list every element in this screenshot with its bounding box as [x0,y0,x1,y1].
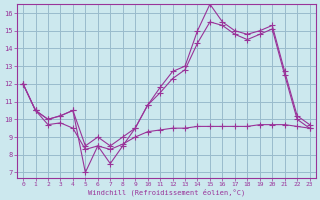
X-axis label: Windchill (Refroidissement éolien,°C): Windchill (Refroidissement éolien,°C) [88,188,245,196]
